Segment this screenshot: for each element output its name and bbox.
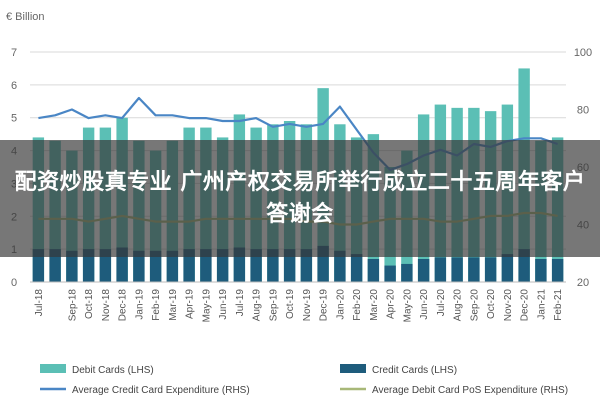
credit-card-bar bbox=[451, 257, 463, 282]
x-tick-label: Dec-18 bbox=[118, 289, 129, 322]
legend-swatch bbox=[340, 364, 366, 373]
x-tick-label: Nov-20 bbox=[503, 289, 514, 322]
legend-label: Debit Cards (LHS) bbox=[72, 365, 154, 376]
x-tick-label: Jun-19 bbox=[218, 289, 229, 320]
legend-label: Average Debit Card PoS Expenditure (RHS) bbox=[372, 385, 568, 396]
x-tick-label: Oct-19 bbox=[285, 289, 296, 319]
credit-card-bar bbox=[350, 254, 363, 282]
x-tick-label: Dec-20 bbox=[520, 289, 531, 322]
credit-card-bar bbox=[200, 249, 212, 282]
x-tick-label: Jul-18 bbox=[34, 289, 45, 317]
x-tick-label: Dec-19 bbox=[319, 289, 330, 322]
x-tick-label: Feb-20 bbox=[352, 289, 363, 321]
x-tick-label: Jul-20 bbox=[436, 289, 447, 317]
credit-card-bar bbox=[66, 250, 78, 282]
credit-card-bar bbox=[233, 247, 246, 282]
x-tick-label: Apr-20 bbox=[386, 289, 397, 319]
credit-card-bar bbox=[250, 249, 262, 282]
credit-card-bar bbox=[32, 249, 45, 282]
credit-card-bar bbox=[334, 250, 346, 282]
x-tick-label: Mar-20 bbox=[369, 289, 380, 321]
credit-card-bar bbox=[317, 245, 329, 282]
x-tick-label: Feb-21 bbox=[553, 289, 564, 321]
credit-card-bar bbox=[484, 257, 497, 282]
credit-card-bar bbox=[283, 249, 296, 282]
credit-card-bar bbox=[183, 249, 195, 282]
y-left-tick-label: 0 bbox=[11, 277, 17, 289]
y-right-tick-label: 80 bbox=[577, 105, 589, 117]
legend-label: Average Credit Card Expenditure (RHS) bbox=[72, 385, 250, 396]
credit-card-bar bbox=[166, 250, 179, 282]
y-left-tick-label: 6 bbox=[11, 80, 17, 92]
credit-card-bar bbox=[82, 249, 95, 282]
x-tick-label: Apr-19 bbox=[185, 289, 196, 319]
x-tick-label: Jan-19 bbox=[134, 289, 145, 320]
y-left-tick-label: 5 bbox=[11, 113, 17, 125]
credit-card-bar bbox=[501, 254, 514, 282]
x-tick-label: Aug-20 bbox=[453, 289, 464, 322]
x-tick-label: Jan-20 bbox=[335, 289, 346, 320]
y-right-tick-label: 20 bbox=[577, 277, 589, 289]
credit-card-bar bbox=[384, 265, 396, 282]
credit-card-bar bbox=[216, 249, 229, 282]
x-tick-label: Sep-18 bbox=[67, 289, 78, 322]
x-tick-label: Sep-19 bbox=[268, 289, 279, 322]
x-tick-label: Nov-19 bbox=[302, 289, 313, 322]
x-tick-label: Feb-19 bbox=[151, 289, 162, 321]
watermark-text: 配资炒股真专业 广州产权交易所举行成立二十五周年客户答谢会 bbox=[14, 169, 586, 227]
x-tick-label: Aug-19 bbox=[252, 289, 263, 322]
credit-card-bar bbox=[149, 250, 162, 282]
credit-card-bar bbox=[49, 249, 61, 282]
y-left-tick-label: 7 bbox=[11, 47, 17, 59]
x-tick-label: Jul-19 bbox=[235, 289, 246, 317]
credit-card-bar bbox=[551, 259, 564, 282]
credit-card-bar bbox=[99, 249, 112, 282]
credit-card-bar bbox=[133, 250, 145, 282]
credit-card-bar bbox=[434, 257, 447, 282]
x-tick-label: Mar-19 bbox=[168, 289, 179, 321]
x-tick-label: Jan-21 bbox=[536, 289, 547, 320]
x-tick-label: Nov-18 bbox=[101, 289, 112, 322]
credit-card-bar bbox=[401, 263, 413, 282]
x-tick-label: Jun-20 bbox=[419, 289, 430, 320]
x-tick-label: Oct-20 bbox=[486, 289, 497, 319]
watermark-banner: 配资炒股真专业 广州产权交易所举行成立二十五周年客户答谢会 bbox=[0, 140, 600, 257]
x-tick-label: May-19 bbox=[201, 289, 212, 323]
y-left-unit-label: € Billion bbox=[6, 11, 45, 23]
credit-card-bar bbox=[267, 249, 279, 282]
credit-card-bar bbox=[417, 259, 430, 282]
credit-card-bar bbox=[116, 247, 128, 282]
legend-swatch bbox=[40, 364, 66, 373]
legend-label: Credit Cards (LHS) bbox=[372, 365, 457, 376]
credit-card-bar bbox=[367, 259, 380, 282]
credit-card-bar bbox=[300, 249, 313, 282]
credit-card-bar bbox=[468, 257, 480, 282]
credit-card-bar bbox=[518, 249, 530, 282]
x-tick-label: Sep-20 bbox=[469, 289, 480, 322]
x-tick-label: May-20 bbox=[402, 289, 413, 323]
y-right-tick-label: 100 bbox=[574, 47, 592, 59]
credit-card-bar bbox=[535, 259, 547, 282]
x-tick-label: Oct-18 bbox=[84, 289, 95, 319]
